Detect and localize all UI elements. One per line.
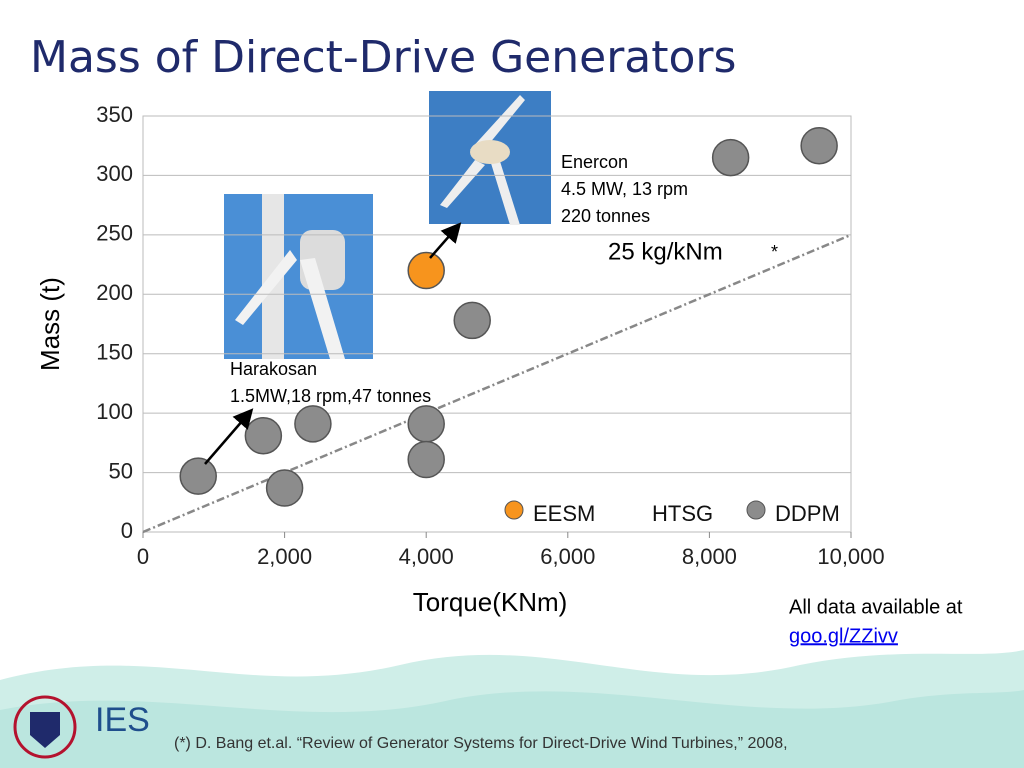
annotation: 1.5MW,18 rpm,47 tonnes xyxy=(230,386,431,406)
logo-crest xyxy=(13,695,77,759)
y-tick-label: 300 xyxy=(96,161,133,186)
y-axis-title: Mass (t) xyxy=(35,277,65,371)
x-axis-title: Torque(KNm) xyxy=(413,587,568,617)
legend-label: EESM xyxy=(533,501,595,526)
y-tick-label: 50 xyxy=(109,458,133,483)
bubble xyxy=(453,301,491,340)
annotation: 4.5 MW, 13 rpm xyxy=(561,179,688,199)
photo xyxy=(224,194,373,359)
legend-marker xyxy=(746,500,766,520)
annotation: Harakosan xyxy=(230,359,317,379)
bubble xyxy=(711,138,750,177)
bubble xyxy=(800,126,838,165)
note: All data available at xyxy=(789,596,963,618)
bubble xyxy=(407,440,445,479)
wave xyxy=(0,690,1024,768)
x-tick-label: 6,000 xyxy=(540,544,595,569)
x-tick-label: 2,000 xyxy=(257,544,312,569)
y-tick-label: 150 xyxy=(96,340,133,365)
slide-title: Mass of Direct-Drive Generators xyxy=(30,32,736,83)
bubble xyxy=(265,469,304,507)
x-tick-label: 8,000 xyxy=(682,544,737,569)
y-tick-label: 0 xyxy=(121,518,133,543)
arrow xyxy=(429,222,462,259)
legend-marker xyxy=(504,500,524,520)
x-tick-label: 0 xyxy=(137,544,149,569)
arrow xyxy=(204,408,254,465)
legend-label: HTSG xyxy=(652,501,713,526)
y-tick-label: 350 xyxy=(96,102,133,127)
annotation: Enercon xyxy=(561,152,628,172)
footer: (*) D. Bang et.al. “Review of Generator … xyxy=(174,735,788,752)
y-tick-label: 100 xyxy=(96,399,133,424)
bubble xyxy=(407,251,445,290)
chart: 0 50 100 150 200 250 300 350 0 2,000 4,000 6,000 8,0… xyxy=(35,102,885,617)
logo-text: IES xyxy=(95,701,150,739)
photo xyxy=(429,91,551,225)
trend-label: 25 kg/kNm xyxy=(608,238,723,265)
bubble xyxy=(407,405,445,443)
x-tick-label: 10,000 xyxy=(817,544,884,569)
link[interactable]: goo.gl/ZZivv xyxy=(789,625,898,647)
annotation: 220 tonnes xyxy=(561,206,650,226)
legend-label: DDPM xyxy=(775,501,840,526)
x-tick-label: 4,000 xyxy=(399,544,454,569)
trend-marker: * xyxy=(771,242,778,262)
y-tick-label: 200 xyxy=(96,280,133,305)
bubble xyxy=(244,416,283,455)
bubble xyxy=(294,405,332,443)
y-tick-label: 250 xyxy=(96,221,133,246)
bubble xyxy=(179,457,217,495)
